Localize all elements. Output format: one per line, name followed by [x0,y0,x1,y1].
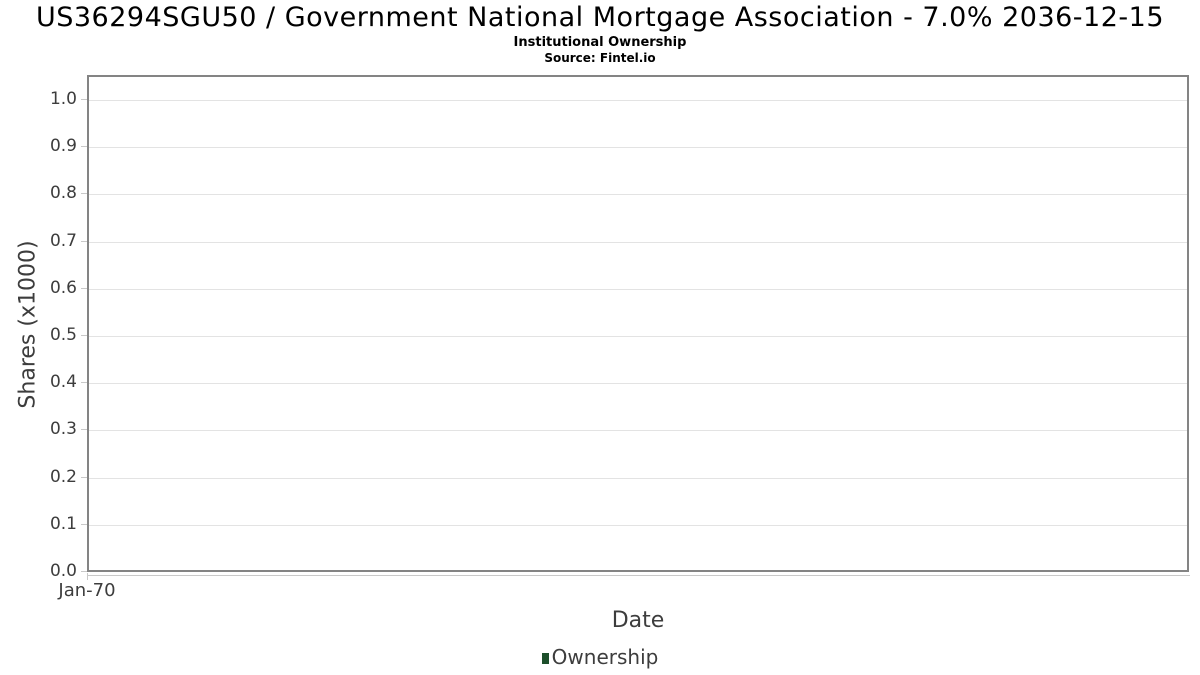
y-tick-mark [81,193,87,195]
y-tick-label: 0.8 [49,183,77,204]
gridline [89,194,1187,196]
chart-source: Source: Fintel.io [544,51,656,65]
gridline [89,336,1187,337]
gridline [89,524,1187,526]
y-tick-label: 0.4 [49,372,77,393]
legend-label-ownership: Ownership [551,645,659,669]
gridline [89,288,1187,290]
y-tick-label: 0.3 [49,419,77,440]
gridline [89,477,1187,479]
gridline [89,430,1187,432]
chart-subtitle: Institutional Ownership [513,35,687,50]
gridline [89,241,1187,243]
y-tick-label: 0.2 [49,466,77,487]
y-tick-mark [81,335,87,336]
y-tick-label: 0.6 [49,277,77,298]
y-tick-mark [81,99,87,100]
y-tick-mark [81,146,87,148]
chart-title: US36294SGU50 / Government National Mortg… [35,2,1165,33]
y-tick-label: 0.7 [49,230,77,251]
legend: Ownership [0,645,1200,669]
y-tick-mark [81,476,87,478]
y-tick-mark [81,287,87,289]
legend-swatch-ownership-icon [541,652,549,664]
plot-area [87,75,1189,572]
gridline [89,383,1187,385]
y-tick-label: 1.0 [49,89,77,109]
x-tick-mark [87,573,88,580]
gridline [89,100,1187,101]
y-tick-label: 0.5 [49,325,77,345]
y-tick-label: 0.9 [49,136,77,157]
y-tick-mark [81,523,87,525]
y-tick-label: 0.1 [49,513,77,534]
y-axis-title: Shares (x1000) [15,240,41,409]
gridline [89,147,1187,149]
y-tick-mark [81,382,87,384]
y-tick-mark [81,240,87,242]
y-tick-label: 0.0 [49,561,77,581]
x-axis-title: Date [611,608,665,633]
x-tick-label: Jan-70 [58,580,116,601]
y-tick-mark [81,429,87,431]
y-tick-mark [81,571,87,572]
x-axis-line [87,575,1190,576]
